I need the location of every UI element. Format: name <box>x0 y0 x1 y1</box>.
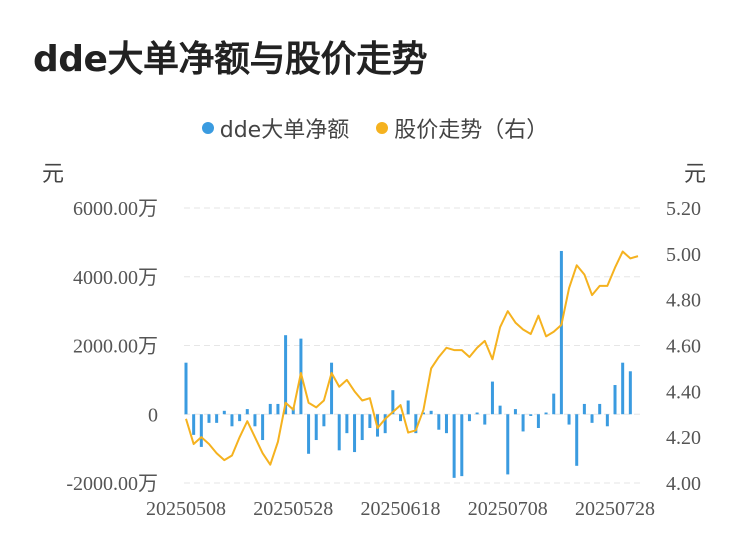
legend-item-line[interactable]: 股价走势（右） <box>376 112 548 144</box>
bar-dde <box>307 414 311 454</box>
x-tick-label: 20250618 <box>361 498 441 520</box>
right-tick-label: 4.60 <box>666 336 701 358</box>
bar-dde <box>628 371 632 415</box>
bar-dde <box>544 412 548 415</box>
legend-line-label: 股价走势（右） <box>394 118 549 143</box>
bar-dde <box>353 414 357 453</box>
bar-dde <box>322 414 326 427</box>
bar-dde <box>245 409 249 415</box>
bar-dde <box>582 403 586 415</box>
x-tick-label: 20250508 <box>146 498 226 520</box>
bar-dde <box>330 362 334 415</box>
bar-dde <box>598 403 602 415</box>
bar-dde <box>238 414 242 422</box>
chart-legend: dde大单净额 股价走势（右） <box>0 112 750 144</box>
x-tick-label: 20250728 <box>575 498 655 520</box>
bar-dde <box>467 414 471 422</box>
right-axis-unit: 元 <box>684 162 707 187</box>
bar-dde <box>184 362 188 415</box>
bar-dde <box>475 412 479 415</box>
bar-dde <box>291 407 295 415</box>
bar-dde <box>276 403 280 415</box>
left-axis-unit: 元 <box>42 162 65 187</box>
bar-dde <box>498 405 502 415</box>
bar-dde <box>383 414 387 434</box>
right-tick-label: 4.20 <box>666 427 701 449</box>
bar-dde <box>192 414 196 435</box>
legend-bar-label: dde大单净额 <box>219 118 350 143</box>
left-tick-label: -2000.00万 <box>66 473 158 495</box>
bar-dde <box>230 414 234 427</box>
bar-dde <box>506 414 510 475</box>
bar-dde <box>575 414 579 466</box>
bar-dde <box>429 410 433 415</box>
left-tick-label: 4000.00万 <box>73 267 158 289</box>
left-tick-label: 6000.00万 <box>73 198 158 220</box>
bar-dde <box>490 381 494 415</box>
bar-dde <box>199 414 203 447</box>
bar-dde <box>444 414 448 434</box>
left-tick-label: 0 <box>148 404 158 426</box>
right-tick-label: 4.40 <box>666 381 701 403</box>
bar-dde <box>521 414 525 432</box>
bar-dde <box>559 250 563 415</box>
bar-dde <box>368 414 372 428</box>
bar-dde <box>536 414 540 428</box>
legend-item-bar[interactable]: dde大单净额 <box>201 112 350 144</box>
bar-dde <box>605 414 609 427</box>
bar-dde <box>253 414 257 427</box>
bar-dde <box>421 412 425 415</box>
bar-dde <box>529 414 533 416</box>
bar-dde <box>222 410 226 415</box>
bar-dde <box>406 400 410 415</box>
bar-dde <box>268 403 272 415</box>
bar-dde <box>452 414 456 478</box>
bar-dde <box>437 414 441 430</box>
bar-dde <box>345 414 349 434</box>
bar-dde <box>613 385 617 415</box>
right-tick-label: 4.00 <box>666 473 701 495</box>
bar-dde <box>360 414 364 441</box>
legend-bar-swatch <box>201 122 214 134</box>
bar-dde <box>261 414 265 441</box>
x-tick-label: 20250528 <box>253 498 333 520</box>
x-tick-label: 20250708 <box>468 498 548 520</box>
bar-dde <box>590 414 594 423</box>
bar-dde <box>314 414 318 441</box>
right-tick-label: 5.20 <box>666 198 701 220</box>
legend-line-swatch <box>376 122 389 134</box>
right-tick-label: 5.00 <box>666 244 701 266</box>
right-tick-label: 4.80 <box>666 290 701 312</box>
bar-dde <box>552 393 556 415</box>
chart-title: dde大单净额与股价走势 <box>33 39 427 80</box>
bar-dde <box>207 414 211 423</box>
bar-dde <box>337 414 341 451</box>
bar-dde <box>567 414 571 425</box>
left-tick-label: 2000.00万 <box>73 336 158 358</box>
bar-dde <box>513 409 517 415</box>
bar-dde <box>215 414 219 423</box>
bar-dde <box>483 414 487 425</box>
bar-dde <box>399 414 403 422</box>
bar-dde <box>460 414 464 477</box>
bar-dde <box>414 414 418 434</box>
bar-dde <box>391 390 395 415</box>
bar-dde <box>284 335 288 415</box>
bar-dde <box>621 362 625 415</box>
series-line-price <box>185 250 639 466</box>
